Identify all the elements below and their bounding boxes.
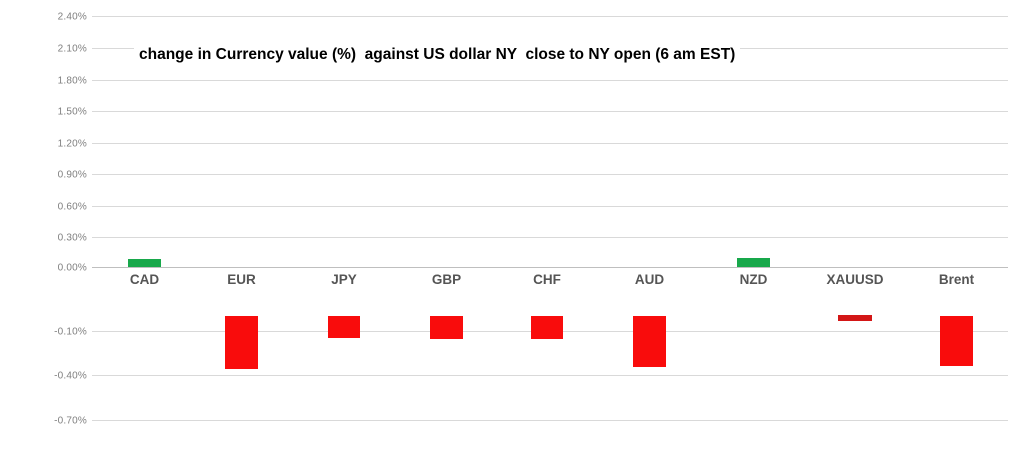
- bar-chf: [531, 316, 563, 339]
- y-tick-label: 2.10%: [57, 43, 87, 54]
- y-tick-label: -0.40%: [54, 370, 87, 381]
- y-tick-label: 1.80%: [57, 75, 87, 86]
- gridline: [92, 80, 1008, 81]
- y-tick-label: 0.30%: [57, 232, 87, 243]
- category-label-cad: CAD: [129, 272, 160, 287]
- bar-brent: [940, 316, 973, 366]
- category-label-eur: EUR: [227, 272, 256, 287]
- y-tick-label: 0.00%: [57, 262, 87, 273]
- category-label-jpy: JPY: [331, 272, 357, 287]
- category-label-aud: AUD: [634, 272, 665, 287]
- y-tick-label: -0.10%: [54, 326, 87, 337]
- bar-eur: [225, 316, 258, 369]
- gridline: [92, 206, 1008, 207]
- y-tick-label: -0.70%: [54, 415, 87, 426]
- gridline: [92, 16, 1008, 17]
- bar-xauusd: [838, 315, 872, 321]
- bar-jpy: [328, 316, 360, 338]
- y-tick-label: 2.40%: [57, 11, 87, 22]
- gridline: [92, 174, 1008, 175]
- gridline: [92, 237, 1008, 238]
- y-tick-label: 1.50%: [57, 106, 87, 117]
- bar-nzd: [737, 258, 770, 267]
- category-label-gbp: GBP: [431, 272, 462, 287]
- gridline: [92, 143, 1008, 144]
- bar-gbp: [430, 316, 463, 339]
- gridline: [92, 420, 1008, 421]
- category-label-brent: Brent: [938, 272, 975, 287]
- y-tick-label: 1.20%: [57, 138, 87, 149]
- category-label-nzd: NZD: [739, 272, 768, 287]
- gridline: [92, 375, 1008, 376]
- bar-aud: [633, 316, 666, 367]
- y-tick-label: 0.60%: [57, 201, 87, 212]
- category-label-xauusd: XAUUSD: [826, 272, 884, 287]
- gridline: [92, 111, 1008, 112]
- zero-axis-line: [92, 267, 1008, 268]
- category-label-chf: CHF: [533, 272, 561, 287]
- y-tick-label: 0.90%: [57, 169, 87, 180]
- chart-title: change in Currency value (%) against US …: [134, 44, 741, 66]
- bar-cad: [128, 259, 161, 267]
